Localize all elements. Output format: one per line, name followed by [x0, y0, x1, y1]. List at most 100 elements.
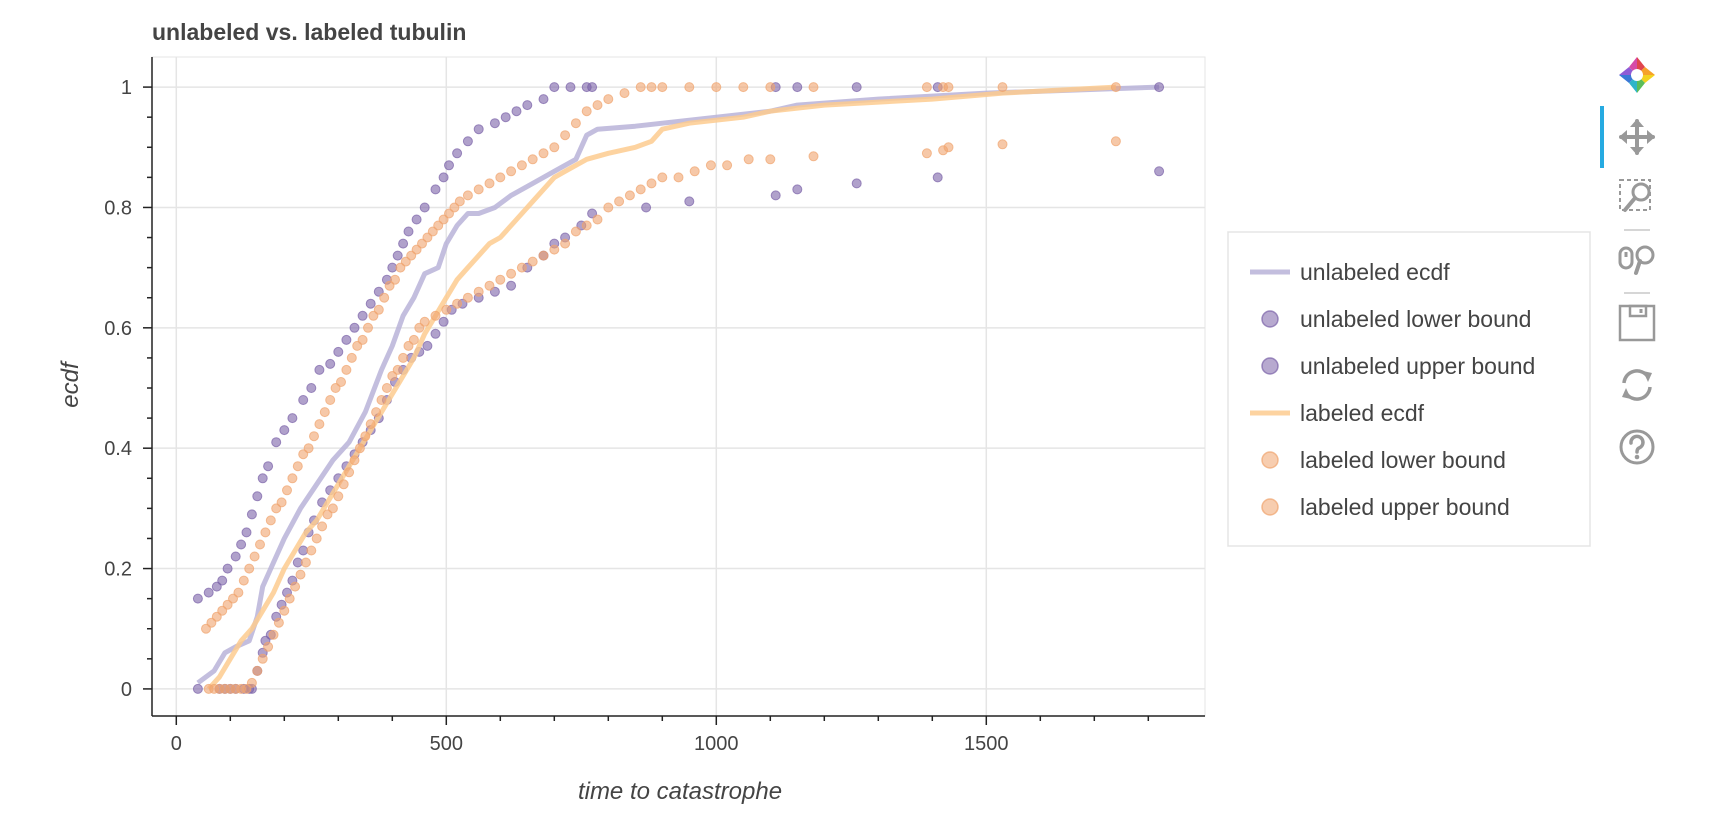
unlabeled-ecdf-series — [196, 84, 1160, 685]
unlabeled-upper-bound-point — [236, 539, 247, 550]
x-tick-label: 1500 — [964, 733, 1009, 755]
labeled-lower-bound-point — [257, 653, 268, 664]
labeled-upper-bound-point — [346, 352, 357, 363]
labeled-lower-bound-point — [246, 677, 257, 688]
labeled-lower-bound-point — [560, 238, 571, 249]
labeled-upper-bound-point — [249, 551, 260, 562]
bokeh-logo-icon[interactable] — [1612, 50, 1662, 100]
labeled-upper-bound-point — [619, 88, 630, 99]
labeled-lower-bound-point — [943, 142, 954, 153]
unlabeled-upper-bound-point — [538, 94, 549, 105]
unlabeled-upper-bound-point — [357, 310, 368, 321]
labeled-upper-bound-point — [560, 130, 571, 141]
labeled-lower-bound-point — [1110, 136, 1121, 147]
y-axis-label: ecdf — [57, 360, 84, 408]
y-tick-label: 0.2 — [104, 559, 132, 581]
unlabeled-upper-bound-point — [246, 509, 257, 520]
unlabeled-upper-bound-point — [792, 82, 803, 93]
labeled-upper-bound-point — [336, 377, 346, 387]
labeled-lower-bound-swatch — [1261, 451, 1279, 469]
unlabeled-upper-bound-point — [444, 160, 454, 171]
labeled-upper-bound-point — [454, 196, 465, 207]
box-zoom-tool-icon[interactable] — [1612, 172, 1662, 222]
plot-background[interactable] — [151, 56, 1206, 717]
legend: unlabeled ecdf unlabeled lower bound unlab… — [1227, 231, 1591, 547]
labeled-lower-bound-point — [419, 316, 430, 327]
labeled-lower-bound-point — [635, 184, 646, 195]
labeled-lower-bound-point — [657, 172, 668, 183]
legend-item: labeled lower bound — [1261, 447, 1506, 473]
unlabeled-upper-bound-point — [306, 383, 317, 393]
labeled-upper-bound-point — [592, 100, 603, 111]
unlabeled-upper-bound-point — [419, 202, 430, 213]
unlabeled-lower-bound-point — [932, 172, 943, 183]
labeled-lower-bound-point — [371, 407, 382, 418]
unlabeled-lower-bound-point — [506, 280, 517, 291]
labeled-upper-bound-point — [527, 154, 538, 165]
y-tick-label: 0 — [121, 679, 132, 701]
labeled-lower-bound-point — [279, 605, 290, 616]
toolbar — [1600, 50, 1680, 480]
labeled-upper-bound-point — [373, 304, 384, 315]
help-tool-icon[interactable] — [1612, 422, 1662, 472]
unlabeled-upper-bound-point — [411, 214, 422, 225]
legend-item: unlabeled upper bound — [1261, 353, 1535, 379]
labeled-lower-bound-point — [360, 431, 371, 442]
labeled-upper-bound-point — [646, 82, 657, 93]
labeled-upper-bound-point — [684, 82, 695, 93]
unlabeled-upper-bound-point — [522, 100, 533, 111]
unlabeled-upper-bound-point — [271, 437, 282, 448]
unlabeled-upper-bound-point — [500, 112, 511, 123]
labeled-lower-bound-point — [398, 352, 409, 363]
unlabeled-lower-bound-point — [422, 340, 433, 351]
labeled-ecdf-series — [206, 84, 1117, 691]
legend-label: labeled upper bound — [1300, 494, 1510, 520]
x-tick-label: 500 — [430, 733, 463, 755]
labeled-lower-bound-point — [354, 443, 365, 454]
labeled-lower-bound-point — [603, 202, 614, 213]
unlabeled-upper-bound-point — [473, 124, 484, 135]
unlabeled-upper-bound-point — [279, 425, 290, 436]
x-tick-label: 0 — [171, 733, 182, 755]
labeled-lower-bound-point — [284, 593, 295, 604]
labeled-lower-bound-point — [317, 521, 328, 532]
pan-tool-icon[interactable] — [1612, 112, 1662, 162]
unlabeled-upper-bound-point — [217, 575, 228, 586]
wheel-zoom-tool-icon[interactable] — [1612, 235, 1662, 285]
unlabeled-upper-bound-point — [511, 106, 522, 117]
unlabeled-upper-bound-point — [349, 322, 360, 333]
unlabeled-upper-bound-series — [192, 82, 1165, 604]
unlabeled-upper-bound-point — [298, 395, 309, 405]
x-tick-label: 1000 — [694, 733, 739, 755]
reset-tool-icon[interactable] — [1612, 360, 1662, 410]
unlabeled-upper-bound-point — [392, 250, 403, 261]
labeled-upper-bound-point — [292, 461, 303, 472]
plot-area[interactable] — [151, 56, 1206, 717]
unlabeled-upper-bound-point — [851, 82, 862, 93]
labeled-lower-bound-point — [808, 151, 819, 162]
unlabeled-upper-bound-point — [314, 364, 325, 375]
labeled-upper-bound-point — [341, 364, 352, 375]
labeled-lower-bound-point — [295, 569, 306, 580]
labeled-lower-bound-point — [592, 214, 603, 225]
labeled-upper-bound-point — [260, 527, 271, 538]
legend-label: labeled ecdf — [1300, 400, 1425, 426]
save-tool-icon[interactable] — [1612, 298, 1662, 348]
labeled-lower-bound-point — [495, 274, 506, 285]
unlabeled-upper-bound-swatch — [1261, 357, 1279, 375]
labeled-upper-bound-point — [357, 334, 368, 345]
labeled-upper-bound-point — [309, 431, 319, 442]
unlabeled-upper-bound-point — [430, 184, 441, 195]
legend-label: unlabeled lower bound — [1300, 306, 1531, 332]
legend-label: unlabeled upper bound — [1300, 353, 1535, 379]
labeled-lower-bound-series — [203, 136, 1121, 694]
unlabeled-upper-bound-point — [257, 473, 268, 484]
labeled-lower-bound-point — [765, 154, 776, 165]
unlabeled-ecdf-line — [196, 84, 1160, 685]
labeled-lower-bound-point — [252, 665, 263, 676]
labeled-lower-bound-point — [473, 286, 484, 297]
labeled-upper-bound-point — [921, 82, 932, 93]
y-tick-label: 0.6 — [104, 318, 132, 340]
legend-item: unlabeled lower bound — [1261, 306, 1531, 332]
